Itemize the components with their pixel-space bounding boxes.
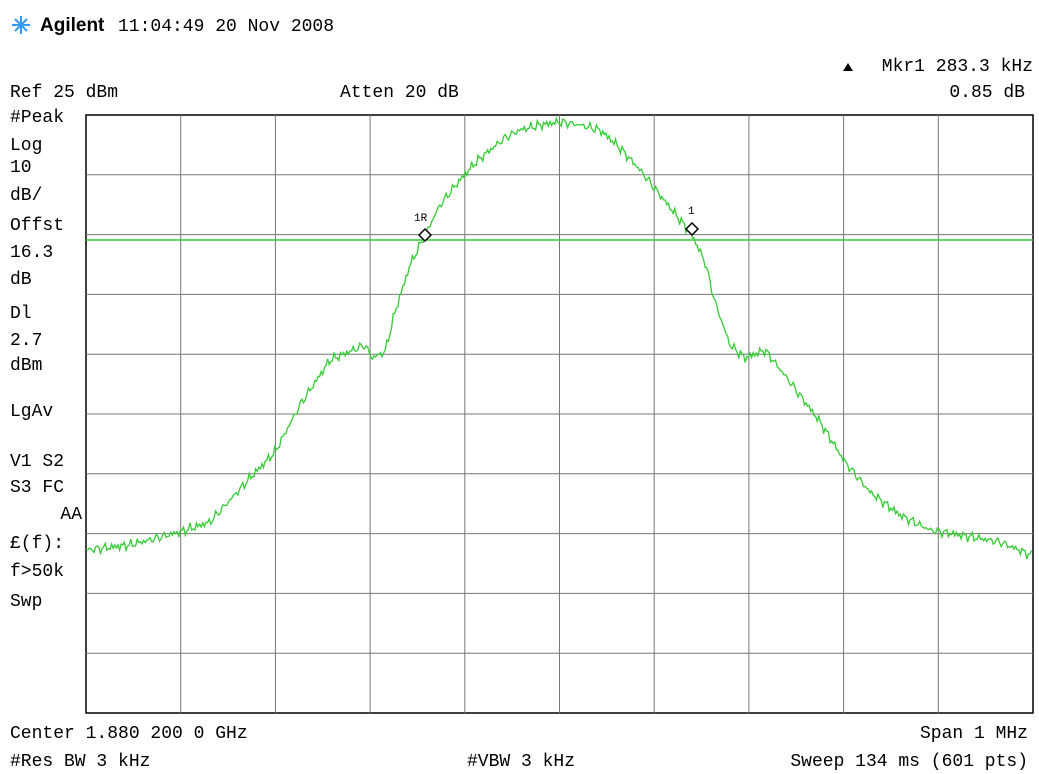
sweep: Sweep 134 ms (601 pts) <box>790 752 1028 772</box>
annotation: dB <box>10 270 32 290</box>
res-bw: #Res BW 3 kHz <box>10 752 150 772</box>
marker-tag: 1 <box>688 206 695 218</box>
marker-ref-tag: 1R <box>414 213 428 225</box>
attenuation: Atten 20 dB <box>340 83 459 103</box>
trace <box>85 116 1033 560</box>
annotation: f>50k <box>10 562 64 582</box>
annotation: £(f): <box>10 534 64 554</box>
annotation: 16.3 <box>10 243 53 263</box>
annotation: Log <box>10 136 42 156</box>
annotation: Swp <box>10 592 42 612</box>
center-frequency: Center 1.880 200 0 GHz <box>10 724 248 744</box>
annotation: dBm <box>10 356 42 376</box>
annotation: S3 FC <box>10 478 64 498</box>
graticule <box>86 115 1033 713</box>
brand: Agilent <box>40 15 105 36</box>
annotation: 10 <box>10 158 32 178</box>
annotation: Dl <box>10 304 32 324</box>
timestamp: 11:04:49 20 Nov 2008 <box>118 17 334 37</box>
marker-delta: 0.85 dB <box>949 83 1025 103</box>
annotation: Offst <box>10 216 64 236</box>
marker-1 <box>684 221 700 237</box>
ref-level: Ref 25 dBm <box>10 83 118 103</box>
annotation: #Peak <box>10 108 64 128</box>
marker-readout: Mkr1 283.3 kHz <box>882 57 1033 77</box>
annotation: 2.7 <box>10 331 42 351</box>
logo <box>12 16 30 34</box>
vbw: #VBW 3 kHz <box>467 752 575 772</box>
annotation: dB/ <box>10 186 42 206</box>
span: Span 1 MHz <box>920 724 1028 744</box>
delta-icon <box>843 63 853 71</box>
annotation: V1 S2 <box>10 452 64 472</box>
annotation: LgAv <box>10 402 53 422</box>
annotation: AA <box>60 505 82 525</box>
marker-ref <box>417 227 433 243</box>
